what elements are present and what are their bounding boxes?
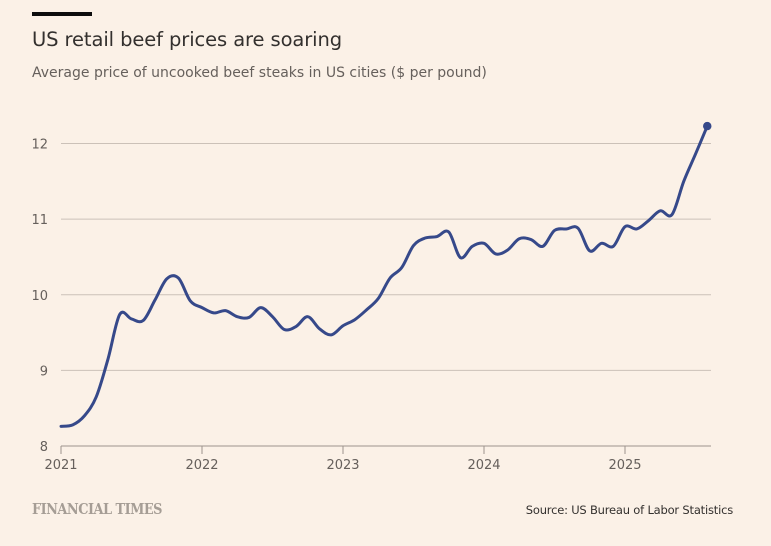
financial-times-logo: FINANCIAL TIMES [32,500,162,518]
end-point-marker [703,121,712,131]
y-tick-label: 10 [31,289,48,304]
chart-title: US retail beef prices are soaring [32,28,343,51]
title-accent-bar [32,12,92,16]
x-tick-label: 2022 [185,458,218,473]
y-tick-label: 8 [40,440,48,455]
x-tick-label: 2023 [326,458,359,473]
series-line [59,124,709,428]
x-tick-label: 2021 [44,458,77,473]
series-layer [59,121,712,428]
y-tick-label: 9 [40,364,48,379]
x-axis: 2021 2022 2023 2024 2025 [44,445,711,473]
source-note: Source: US Bureau of Labor Statistics [525,503,733,517]
x-tick-label: 2025 [608,458,641,473]
gridlines [61,143,711,371]
chart-subtitle: Average price of uncooked beef steaks in… [32,65,487,81]
y-axis-labels: 8 9 10 11 12 [31,138,48,456]
y-tick-label: 12 [31,138,48,153]
x-tick-label: 2024 [467,458,500,473]
y-tick-label: 11 [31,213,48,228]
